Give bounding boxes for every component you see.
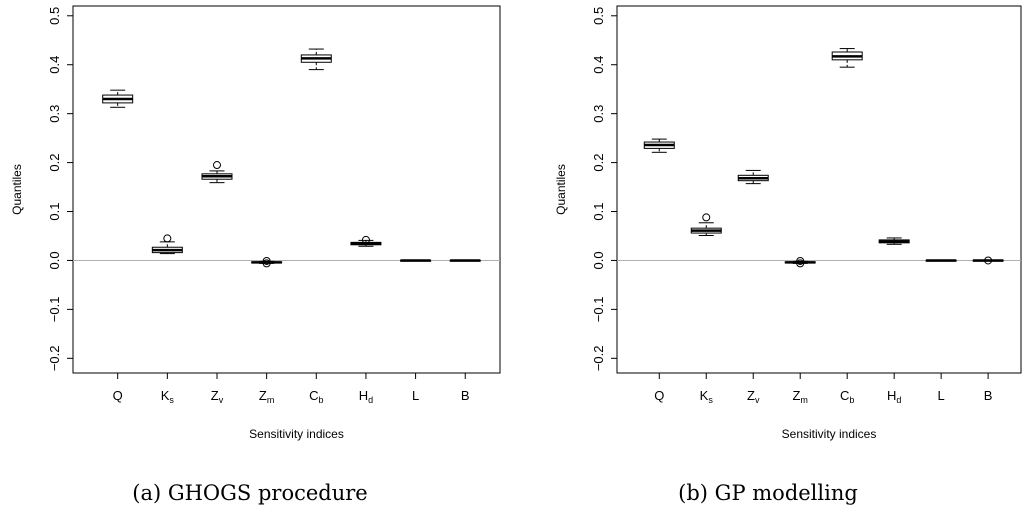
y-tick-label: 0.5 [47,7,62,25]
y-tick-label: 0.0 [47,251,62,269]
box-Hd [350,235,382,247]
x-tick-label: Hd [887,388,901,405]
y-tick-label: 0.4 [47,56,62,74]
x-axis-label: Sensitivity indices [249,427,344,441]
x-tick-label: Zm [792,388,807,405]
box-Cb [300,48,332,71]
outlier-point [702,213,711,222]
y-tick-label: −0.1 [47,297,62,323]
x-tick-label: Hd [359,388,373,405]
outlier-point [212,161,221,170]
box-Zv [201,161,233,184]
y-tick-label: 0.2 [591,154,606,172]
plot-frame [72,5,501,374]
box-Q [102,89,134,108]
y-tick-label: 0.5 [591,7,606,25]
x-tick-label: L [938,388,945,403]
box-Zm [251,256,283,268]
outlier-point [796,259,805,268]
box-L [925,259,957,262]
chart-panel-b: −0.2 −0.1 0.0 0.1 0.2 0.3 0.4 0.5 Quantiles Q Ks Zv… [554,5,1022,505]
outlier-point [262,256,271,265]
x-axis-label: Sensitivity indices [782,427,877,441]
box-B [449,259,481,262]
y-axis-label: Quantiles [554,164,568,215]
y-tick-label: 0.1 [47,202,62,220]
outlier-point [361,235,370,244]
y-tick-label: −0.1 [591,297,606,323]
y-tick-label: 0.1 [591,202,606,220]
figure-caption: (b) GP modelling [678,481,858,505]
box-Hd [878,237,910,245]
box-Ks [690,213,722,236]
box-B [972,256,1004,265]
y-tick-label: 0.3 [47,105,62,123]
box-Ks [151,234,183,255]
x-tick-label: Zv [211,388,224,405]
x-tick-label: B [461,388,470,403]
y-tick-label: −0.2 [591,345,606,371]
figure-caption: (a) GHOGS procedure [132,481,367,505]
y-axis-label: Quantiles [10,164,24,215]
x-tick-label: Zv [747,388,760,405]
x-tick-label: B [984,388,993,403]
box-Q [643,138,675,153]
y-tick-label: 0.3 [591,105,606,123]
x-tick-label: Zm [259,388,274,405]
y-tick-label: 0.2 [47,154,62,172]
x-tick-label: Q [113,388,123,403]
outlier-point [163,234,172,243]
x-tick-label: L [412,388,419,403]
x-tick-label: Q [654,388,664,403]
x-tick-label: Cb [840,388,854,405]
box-Cb [831,48,863,68]
outlier-point [796,256,805,265]
x-tick-label: Ks [700,388,714,405]
y-tick-label: −0.2 [47,345,62,371]
box-Zm [784,256,816,268]
outlier-point [984,256,993,265]
chart-panel-a: −0.2 −0.1 0.0 0.1 0.2 0.3 0.4 0.5 Quantiles Q Ks Zv… [10,5,501,505]
x-tick-label: Cb [309,388,323,405]
y-tick-label: 0.4 [591,56,606,74]
box-L [400,259,432,262]
outlier-point [262,259,271,268]
x-tick-label: Ks [161,388,175,405]
y-tick-label: 0.0 [591,251,606,269]
plot-frame [616,5,1022,374]
box-Zv [737,169,769,185]
